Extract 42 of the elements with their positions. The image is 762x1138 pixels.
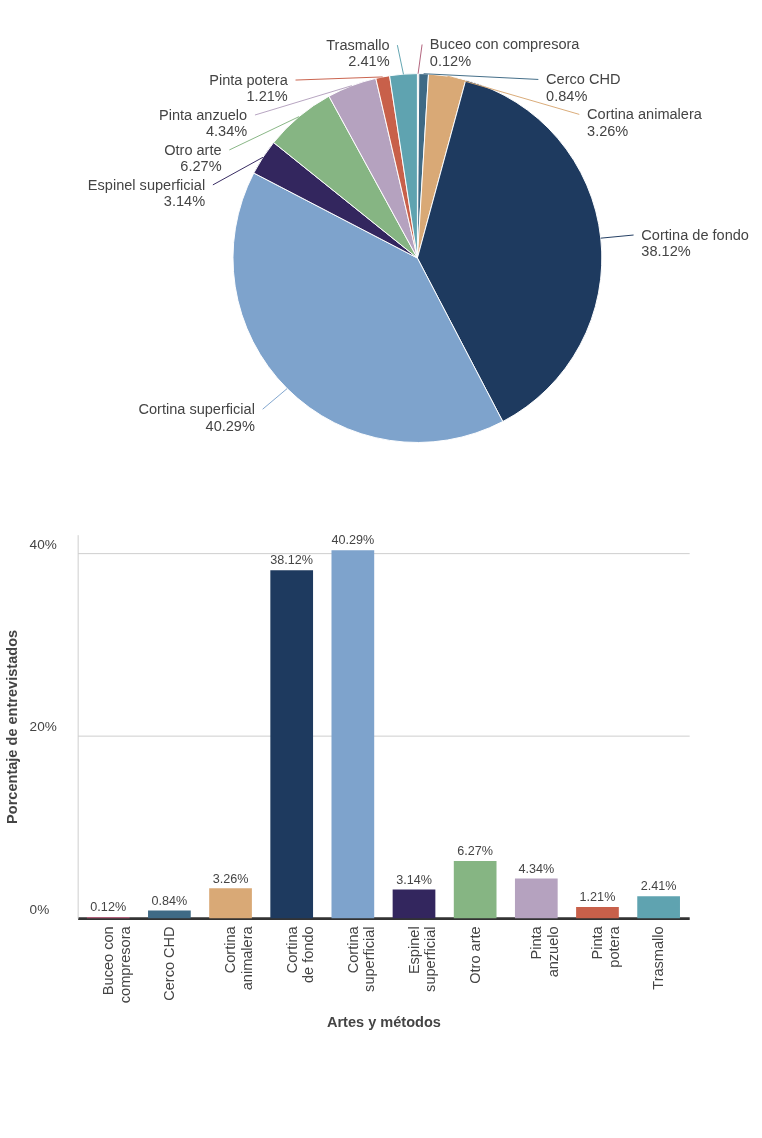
slice-label: Espinel superficial xyxy=(87,176,206,193)
slice-label: Pinta potera xyxy=(209,71,289,88)
y-tick-label: 20% xyxy=(29,719,57,735)
data-label: 0.12% xyxy=(429,52,472,69)
data-label: 2.41% xyxy=(640,879,677,894)
data-label: 4.34% xyxy=(205,123,248,140)
data-label: 0.12% xyxy=(90,900,127,915)
x-axis-title: Artes y métodos xyxy=(326,1013,441,1030)
slice-label: Cerco CHD xyxy=(546,71,621,88)
x-tick-label: Cerco CHD xyxy=(161,926,178,1001)
slice-label: Buceo con compresora xyxy=(429,36,581,53)
y-axis-title: Porcentaje de entrevistados xyxy=(3,629,20,824)
data-label: 3.14% xyxy=(163,193,206,210)
slice-label: Cortina de fondo xyxy=(641,226,749,243)
y-tick-label: 0% xyxy=(29,901,50,917)
data-label: 40.29% xyxy=(331,533,375,548)
slice-label: Pinta anzuelo xyxy=(159,106,248,123)
x-tick-label: Otro arte xyxy=(467,926,484,984)
data-label: 3.26% xyxy=(212,871,249,886)
data-label: 0.84% xyxy=(151,893,188,908)
slice-label: Otro arte xyxy=(164,141,222,158)
slice-label: Trasmallo xyxy=(326,36,390,53)
data-label: 6.27% xyxy=(180,158,222,175)
data-label: 6.27% xyxy=(457,844,494,859)
data-label: 38.12% xyxy=(270,553,314,568)
data-label: 0.84% xyxy=(546,87,588,104)
slice-label: Cortina superficial xyxy=(138,401,255,418)
data-label: 40.29% xyxy=(205,417,255,434)
y-tick-label: 40% xyxy=(29,536,57,552)
x-tick-label: Pinta potera xyxy=(589,925,622,968)
slice-label: Cortina animalera xyxy=(587,106,703,123)
data-label: 1.21% xyxy=(579,890,616,905)
data-label: 38.12% xyxy=(641,243,691,260)
data-label: 4.34% xyxy=(518,861,555,876)
data-label: 2.41% xyxy=(348,53,390,70)
data-label: 1.21% xyxy=(246,88,288,105)
x-tick-label: Buceo con compresora xyxy=(100,925,133,1004)
data-label: 3.26% xyxy=(587,122,629,139)
x-tick-label: Cortina animalera xyxy=(222,925,255,991)
x-tick-label: Trasmallo xyxy=(650,926,667,990)
data-label: 3.14% xyxy=(396,872,432,887)
x-tick-label: Pinta anzuelo xyxy=(528,925,561,978)
